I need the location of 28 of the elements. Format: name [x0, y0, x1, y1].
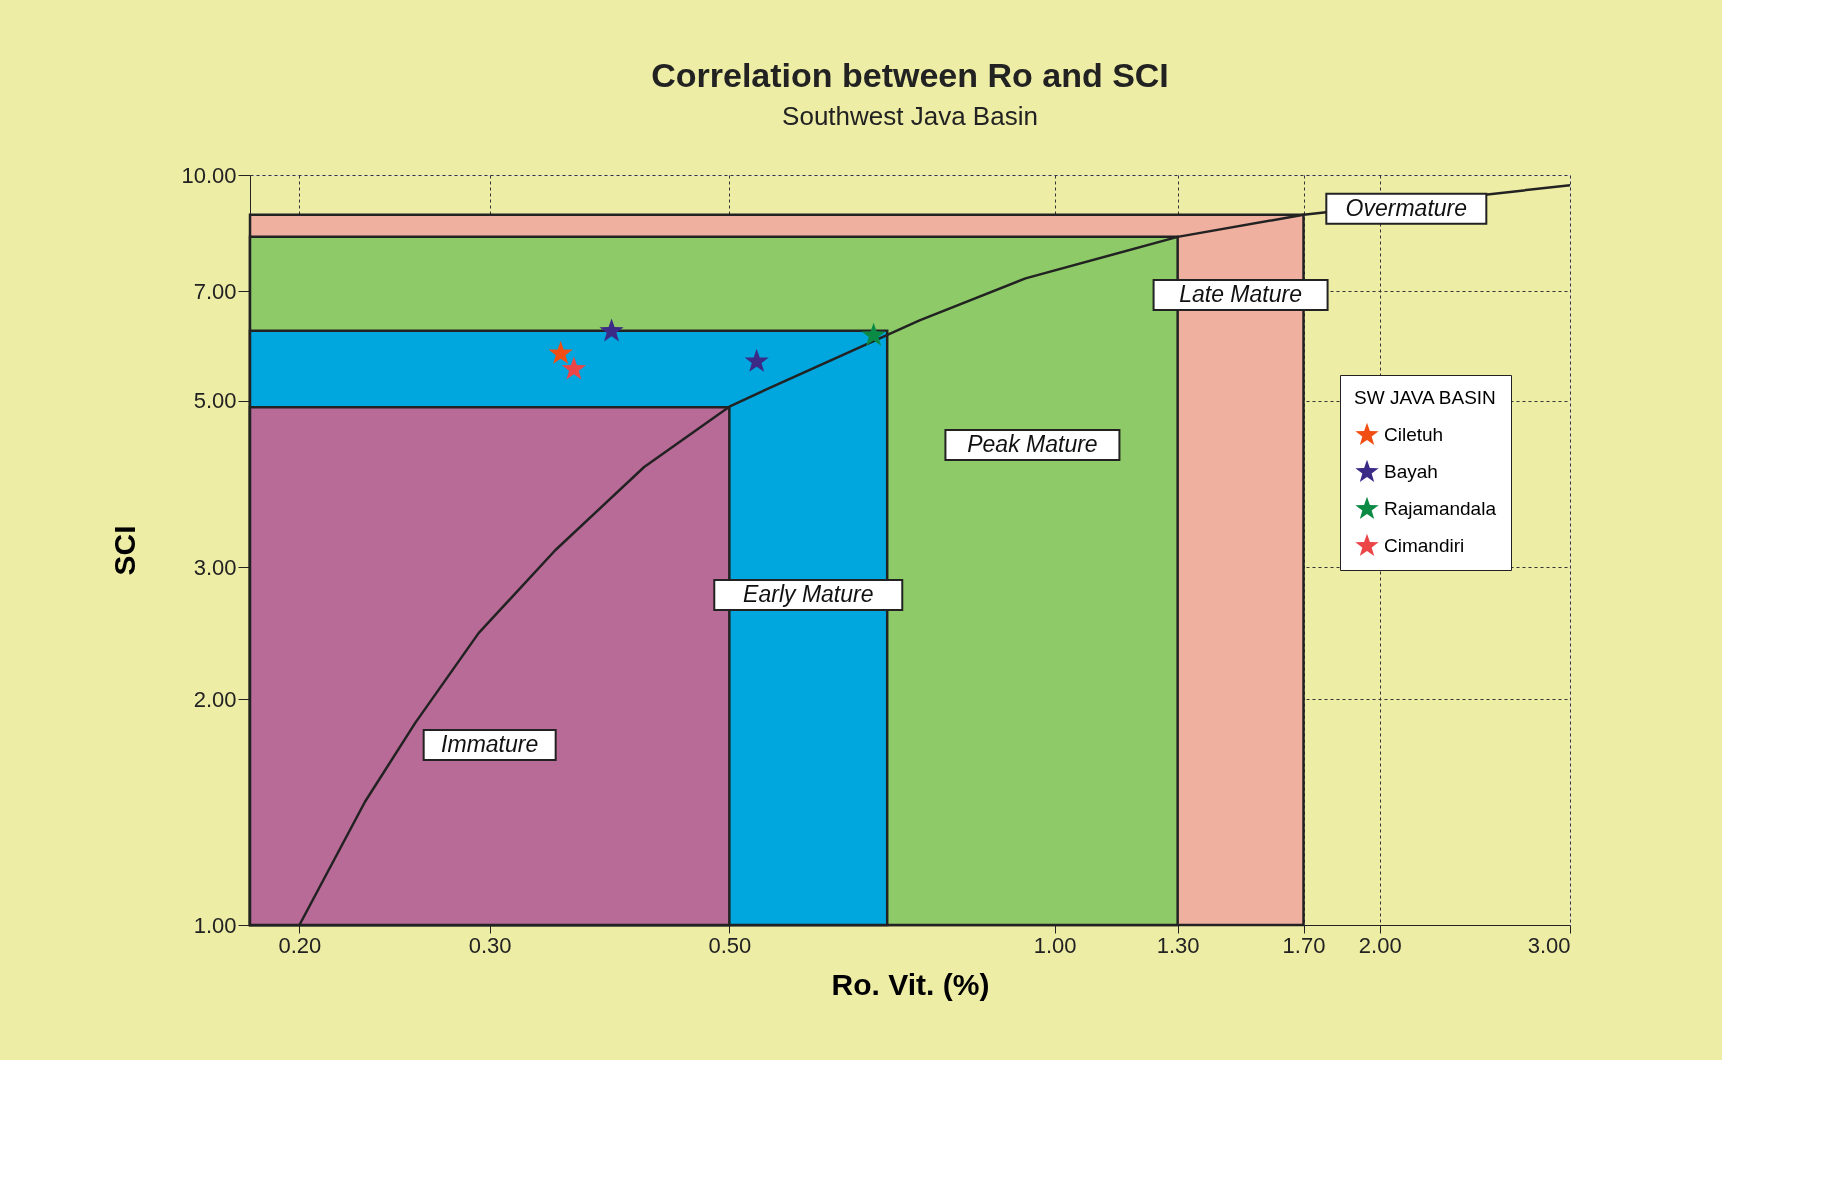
x-axis-title: Ro. Vit. (%): [831, 967, 990, 1001]
y-tick-label: 2.00: [193, 686, 237, 712]
x-tick-label: 0.20: [278, 932, 322, 958]
y-axis-title: SCI: [108, 525, 142, 576]
x-tick-label: 0.30: [468, 932, 512, 958]
y-tick-label: 5.00: [193, 388, 237, 414]
series-label: Immature: [441, 731, 539, 757]
legend-title: SW JAVA BASIN: [1354, 387, 1496, 408]
y-tick-label: 1.00: [193, 912, 237, 938]
chart-subtitle: Southwest Java Basin: [782, 101, 1038, 131]
legend-label: Cimandiri: [1384, 535, 1465, 556]
x-tick-label: 3.00: [1527, 932, 1571, 958]
x-tick-label: 1.00: [1033, 932, 1077, 958]
x-tick-label: 0.50: [708, 932, 752, 958]
y-tick-label: 7.00: [193, 278, 237, 304]
x-tick-label: 2.00: [1358, 932, 1402, 958]
annotation: Overmature: [1345, 194, 1468, 221]
legend-label: Bayah: [1384, 461, 1438, 482]
y-tick-label: 3.00: [193, 554, 237, 580]
legend-label: Ciletuh: [1384, 424, 1444, 445]
y-tick-label: 10.00: [181, 162, 237, 188]
x-tick-label: 1.30: [1156, 932, 1200, 958]
series-label: Peak Mature: [967, 431, 1098, 457]
series-label: Late Mature: [1179, 281, 1302, 307]
x-tick-label: 1.70: [1282, 932, 1326, 958]
chart-title: Correlation between Ro and SCI: [651, 56, 1169, 94]
series-label: Early Mature: [743, 581, 874, 607]
legend-label: Rajamandala: [1384, 498, 1497, 519]
